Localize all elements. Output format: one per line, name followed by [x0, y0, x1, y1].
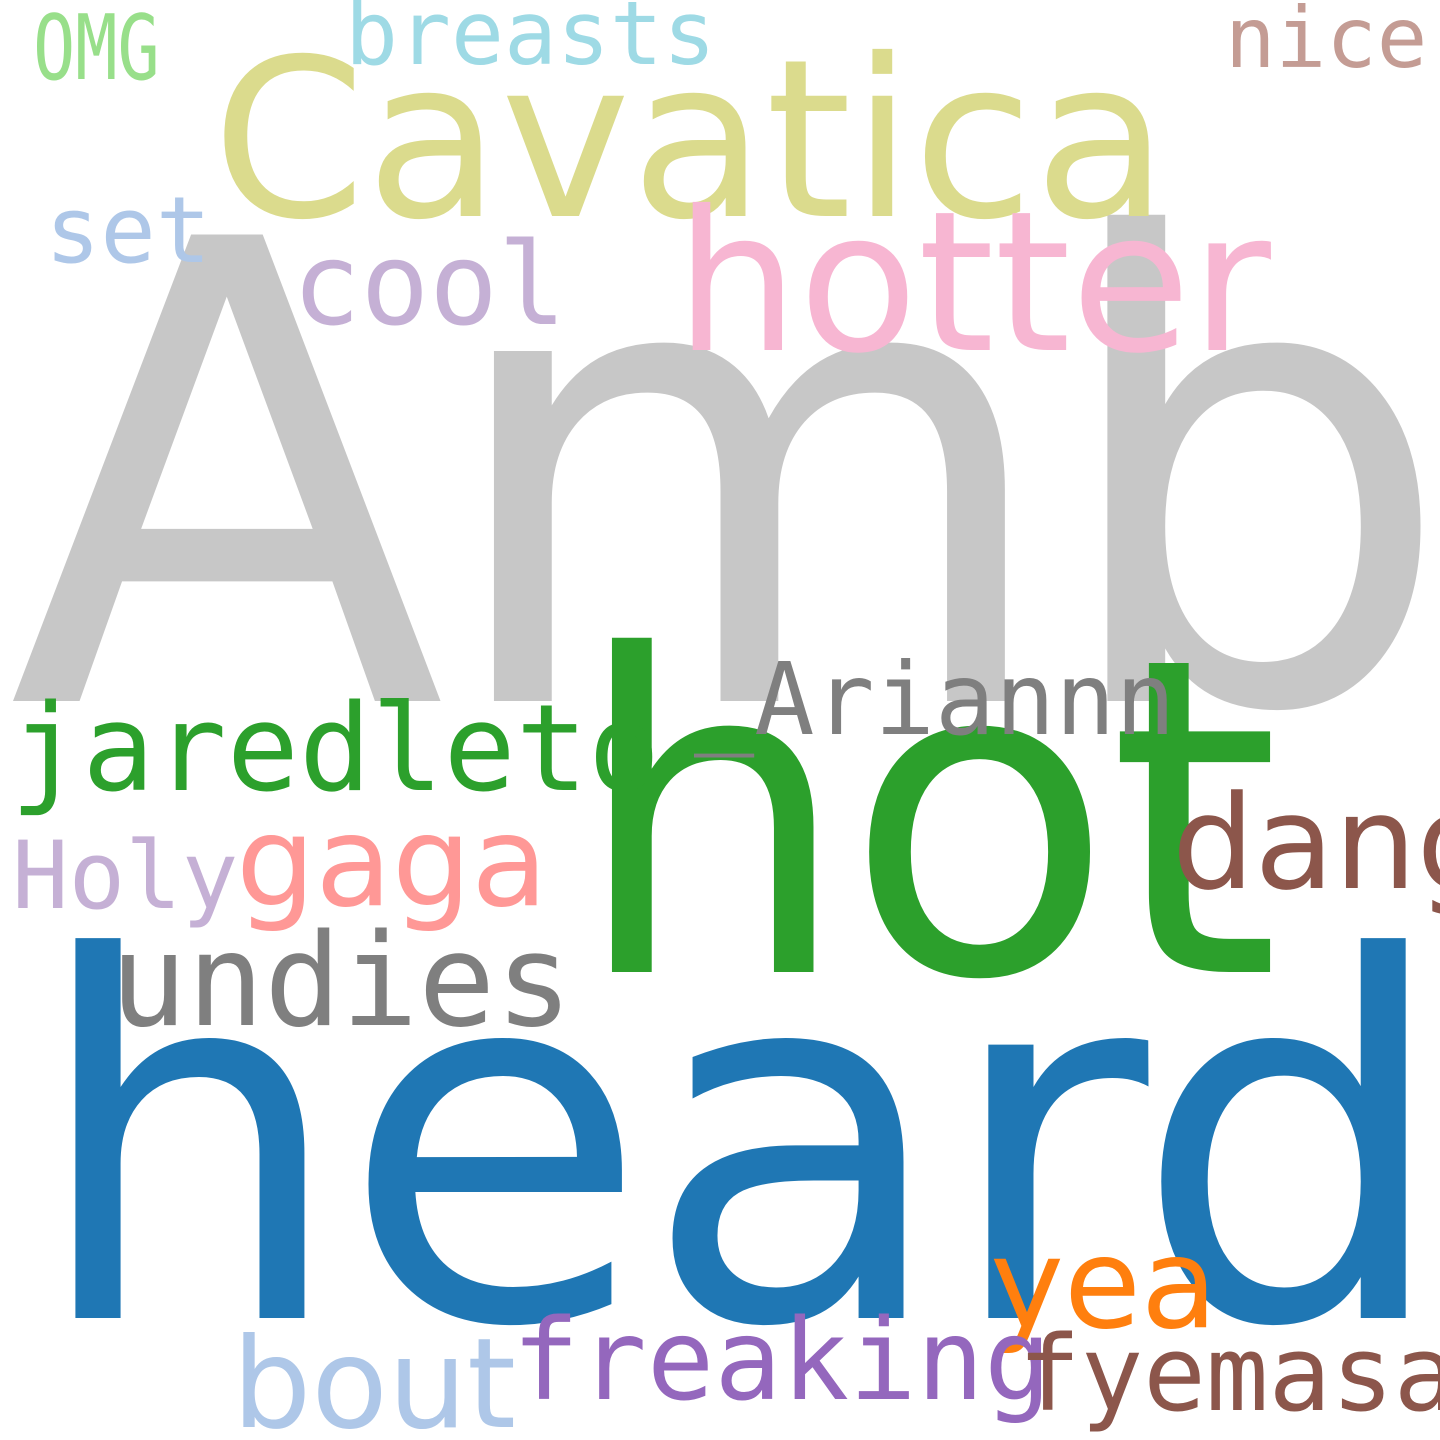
word-hot: hot: [572, 564, 1281, 1076]
word-ariannn: _Ariannn: [694, 641, 1176, 758]
word-omg: OMG: [33, 0, 160, 101]
word-bout: bout: [232, 1312, 517, 1440]
word-cavatica: Cavatica: [212, 12, 1169, 268]
word-breasts: breasts: [345, 0, 716, 85]
word-yea: yea: [990, 1212, 1218, 1357]
word-dang: dang: [1172, 767, 1440, 919]
word-nice: nice: [1225, 0, 1428, 87]
word-holy: Holy: [12, 822, 239, 931]
word-amber: Amber: [8, 107, 1440, 852]
word-fyemasai: fyemasai: [1018, 1313, 1440, 1435]
word-gaga: gaga: [236, 790, 548, 935]
word-jaredleto: jaredleto: [10, 680, 661, 819]
word-freaking: freaking: [512, 1296, 1052, 1426]
word-set: set: [45, 177, 212, 284]
word-hotter: hotter: [675, 169, 1271, 396]
word-cool: cool: [292, 218, 567, 351]
word-undies: undies: [110, 907, 573, 1056]
word-heard: heard: [30, 854, 1440, 1436]
